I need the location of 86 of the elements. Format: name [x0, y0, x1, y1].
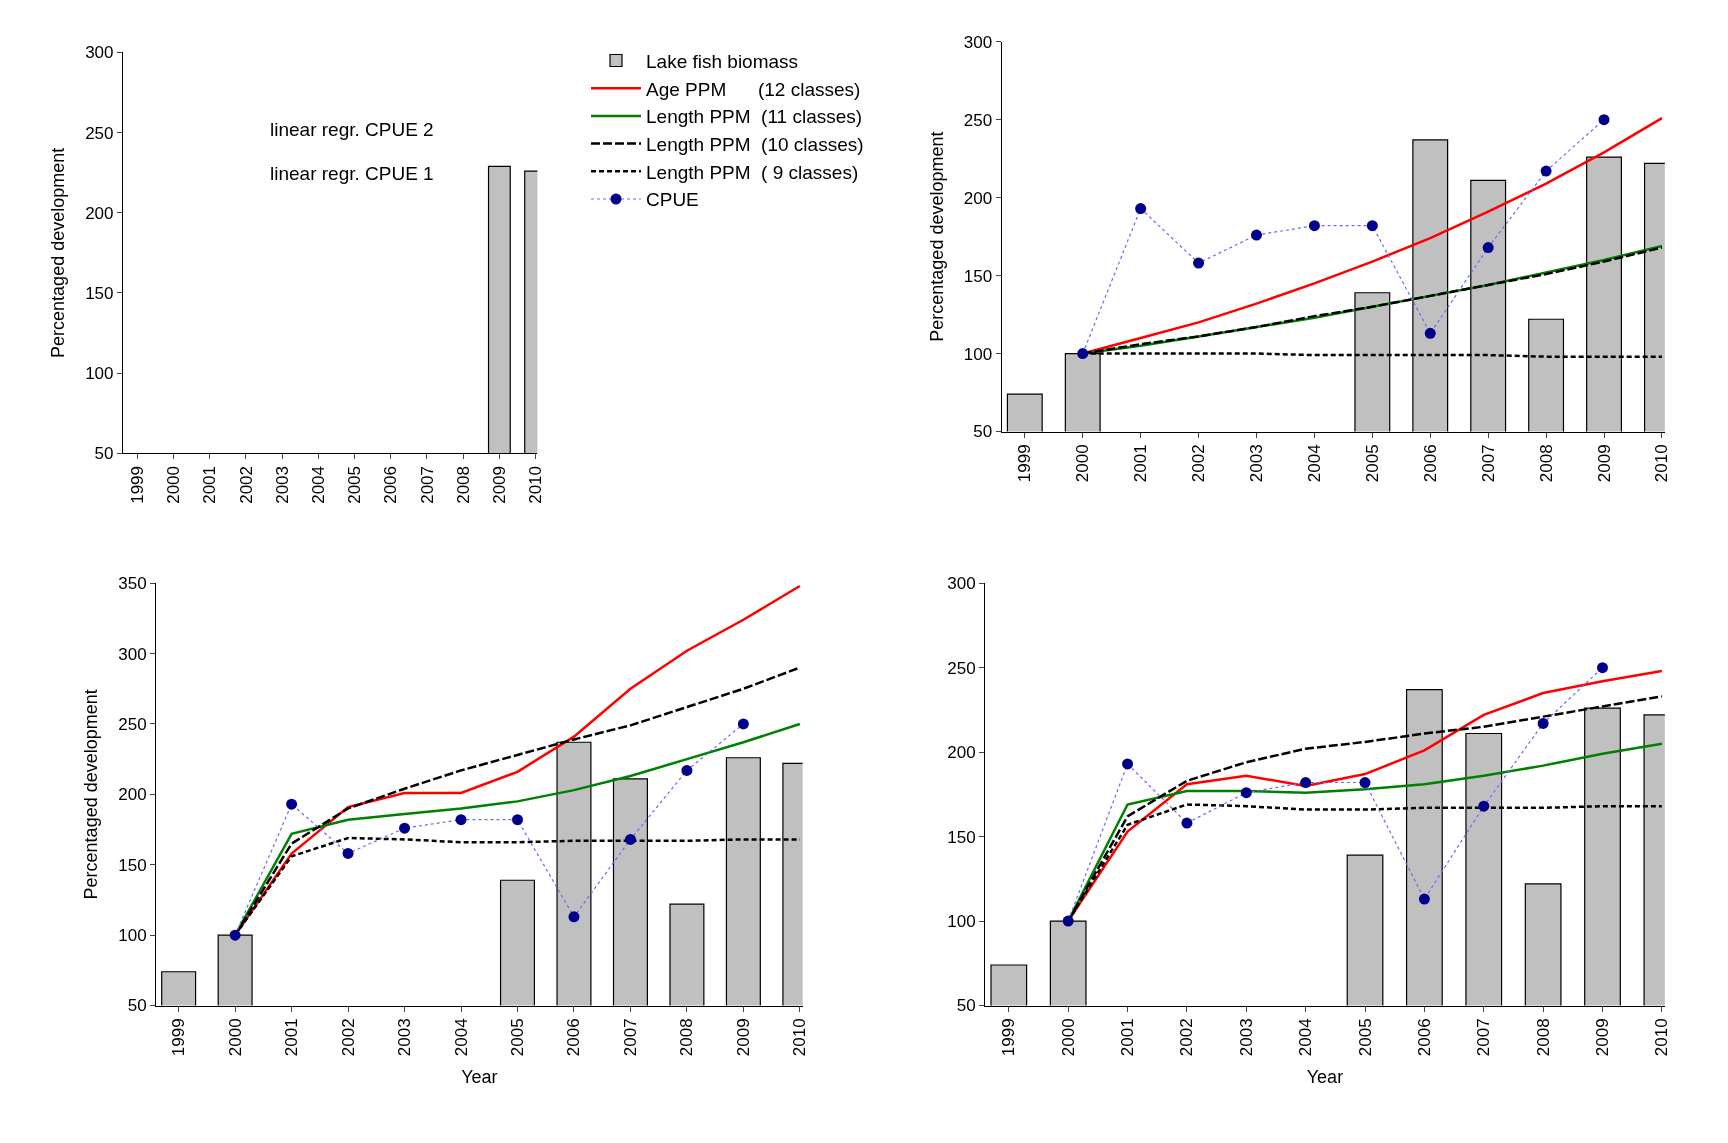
x-tick-label: 2008	[453, 466, 473, 504]
y-tick-label: 100	[118, 926, 147, 946]
y-axis-title: Percentaged development	[81, 689, 102, 900]
x-tick-label: 2005	[345, 466, 365, 504]
x-tick-label: 2010	[790, 1018, 810, 1057]
x-tick-label: 2005	[508, 1018, 528, 1057]
x-tick-label: 2001	[1131, 444, 1151, 483]
y-tick-label: 250	[118, 714, 147, 734]
x-tick-label: 1999	[999, 1018, 1019, 1057]
x-tick-label: 2009	[1594, 444, 1614, 483]
y-tick-label: 50	[956, 996, 976, 1016]
x-tick-label: 2007	[620, 1018, 640, 1057]
y-tick-label: 50	[973, 422, 993, 442]
x-tick-label: 2002	[1177, 1018, 1197, 1057]
y-axis-title: Percentaged development	[48, 147, 69, 358]
annotation: linear regr. CPUE 2	[270, 119, 434, 140]
x-tick-label: 2001	[200, 466, 220, 504]
legend-label: CPUE	[646, 189, 699, 211]
x-tick-label: 2003	[395, 1018, 415, 1057]
x-tick-label: 2007	[1474, 1018, 1494, 1057]
x-tick-label: 2004	[1304, 444, 1324, 483]
x-tick-label: 2000	[164, 466, 184, 504]
y-tick-label: 100	[85, 364, 114, 384]
y-tick-label: 150	[963, 266, 993, 286]
y-tick-label: 100	[947, 912, 976, 932]
x-tick-label: 2010	[1652, 1018, 1672, 1057]
x-tick-label: 2006	[381, 466, 401, 504]
x-tick-label: 2008	[1533, 1018, 1553, 1057]
y-tick-label: 250	[85, 123, 114, 143]
y-tick-label: 150	[85, 283, 114, 303]
x-tick-label: 2005	[1362, 444, 1382, 483]
x-tick-label: 2007	[417, 466, 437, 504]
x-tick-label: 2004	[308, 466, 328, 504]
x-tick-label: 2001	[1118, 1018, 1138, 1057]
y-tick-label: 200	[85, 203, 114, 223]
x-tick-label: 2003	[1247, 444, 1267, 483]
y-tick-label: 250	[963, 110, 993, 130]
x-tick-label: 2006	[564, 1018, 584, 1057]
y-tick-label: 200	[963, 188, 993, 208]
legend-label: Lake fish biomass	[646, 50, 799, 72]
y-tick-label: 100	[963, 344, 993, 364]
x-tick-label: 2001	[282, 1018, 302, 1057]
annotation: linear regr. CPUE 1	[270, 163, 434, 184]
x-tick-label: 2000	[1073, 444, 1093, 483]
y-tick-label: 150	[947, 827, 976, 847]
x-tick-label: 2002	[338, 1018, 358, 1057]
x-tick-label: 2005	[1355, 1018, 1375, 1057]
y-tick-label: 150	[118, 855, 147, 875]
x-tick-label: 2003	[1236, 1018, 1256, 1057]
legend-label: Length PPM (10 classes)	[646, 134, 864, 156]
x-tick-label: 2002	[236, 466, 256, 504]
legend-label: Length PPM (11 classes)	[646, 106, 863, 128]
x-tick-label: 2000	[225, 1018, 245, 1057]
x-tick-label: 2008	[677, 1018, 697, 1057]
y-tick-label: 300	[85, 43, 114, 63]
y-axis-title: Percentaged development	[927, 131, 948, 342]
y-tick-label: 200	[947, 743, 976, 763]
legend-label: Age PPM (12 classes)	[646, 78, 861, 100]
x-tick-label: 2006	[1420, 444, 1440, 483]
y-tick-label: 50	[127, 996, 147, 1016]
y-tick-label: 300	[963, 32, 993, 52]
y-tick-label: 300	[947, 574, 976, 594]
x-tick-label: 2004	[1296, 1018, 1316, 1057]
x-tick-label: 2008	[1536, 444, 1556, 483]
x-tick-label: 2009	[489, 466, 509, 504]
x-tick-label: 2010	[1652, 444, 1672, 483]
x-tick-label: 1999	[127, 466, 147, 504]
x-tick-label: 2007	[1478, 444, 1498, 483]
legend-label: Length PPM ( 9 classes)	[646, 161, 859, 183]
x-tick-label: 2002	[1189, 444, 1209, 483]
x-axis-title: Year	[1306, 1067, 1344, 1088]
x-tick-label: 2010	[526, 466, 546, 504]
x-tick-label: 1999	[169, 1018, 189, 1057]
x-tick-label: 2000	[1058, 1018, 1078, 1057]
x-tick-label: 2003	[272, 466, 292, 504]
y-tick-label: 300	[118, 644, 147, 664]
x-tick-label: 2009	[1593, 1018, 1613, 1057]
x-tick-label: 2009	[733, 1018, 753, 1057]
x-tick-label: 2006	[1414, 1018, 1434, 1057]
x-tick-label: 1999	[1015, 444, 1035, 483]
y-tick-label: 200	[118, 785, 147, 805]
y-tick-label: 250	[947, 658, 976, 678]
x-axis-title: Year	[461, 1067, 498, 1088]
y-tick-label: 50	[94, 444, 114, 464]
x-tick-label: 2004	[451, 1018, 471, 1057]
y-tick-label: 350	[118, 574, 147, 594]
